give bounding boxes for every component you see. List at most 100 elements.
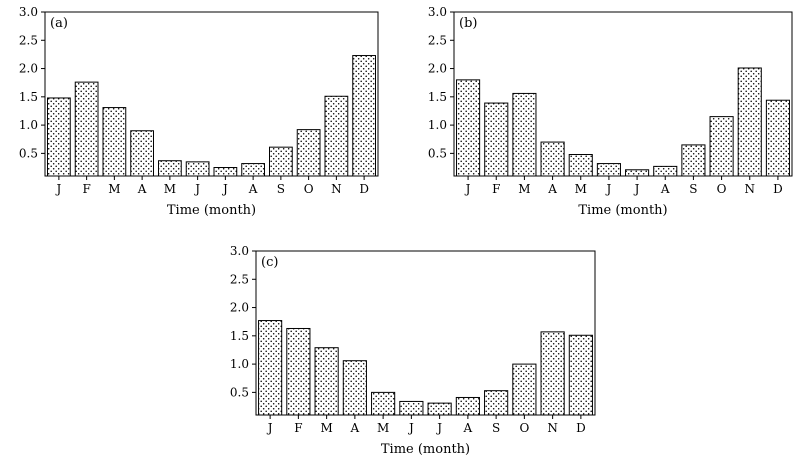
panel-a: J F M A M J J A S O N D 0.5 1.0 1.5 2.0 2.5 3.0 (a) Time …: [19, 5, 379, 218]
panel-c-bar-3: [314, 347, 339, 416]
panel-a-bar-5: [158, 160, 182, 177]
panel-b-bar-1: [456, 79, 481, 177]
panel-b-bar-6: [596, 163, 621, 177]
panel-a-bar-10: [296, 129, 321, 177]
panel-b: J F M A M J J A S O N D 0.5 1.0 1.5 2.0 2.5 3.0 (b) Time …: [428, 5, 793, 218]
panel-b-bar-7: [625, 169, 650, 177]
panel-c-x-tick-label: N: [547, 421, 558, 435]
panel-b-bar-10: [709, 116, 734, 177]
panel-c-bar-5: [371, 391, 396, 416]
panel-c-bar-11: [540, 331, 565, 416]
panel-b-x-tick-label: J: [633, 182, 640, 196]
panel-c-plot-frame: [255, 250, 596, 416]
panel-a-x-axis-label: Time (month): [167, 203, 256, 218]
panel-c-bar-7: [427, 402, 452, 416]
panel-a-bar-2: [74, 81, 99, 177]
panel-c-y-tick-label: 3.0: [230, 244, 249, 258]
panel-c-label: (c): [261, 255, 278, 270]
panel-a-bar-11: [324, 95, 349, 177]
panel-a-bar-7: [213, 167, 238, 177]
panel-a-bar-6: [185, 161, 210, 177]
panel-a-label: (a): [50, 16, 68, 31]
panel-a-y-tick-label: 1.5: [19, 90, 38, 104]
panel-a-x-tick-label: J: [221, 182, 228, 196]
panel-a-x-tick-label: O: [304, 182, 314, 196]
panel-a-x-tick-label: M: [164, 182, 176, 196]
panel-c-x-tick-label: O: [519, 421, 529, 435]
panel-b-bar-2: [484, 102, 509, 177]
panel-c-y-tick-label: 1.5: [230, 329, 249, 343]
panel-a-x-tick-label: D: [359, 182, 369, 196]
panel-a-y-tick-label: 3.0: [19, 5, 38, 19]
panel-c-x-tick-label: M: [320, 421, 332, 435]
panel-b-x-tick-label: A: [660, 182, 670, 196]
panel-b-x-tick-label: M: [518, 182, 530, 196]
panel-c-x-tick-label: J: [407, 421, 414, 435]
panel-b-bar-8: [653, 165, 678, 177]
panel-c-x-tick-label: J: [435, 421, 442, 435]
panel-a-bar-1: [47, 97, 71, 177]
panel-b-bar-4: [540, 141, 565, 177]
panel-b-ticks: J F M A M J J A S O N D 0.5 1.0 1.5 2.0 2.5 3.0: [428, 5, 783, 196]
panel-a-x-tick-label: S: [277, 182, 285, 196]
panel-b-bar-5: [568, 154, 593, 177]
panel-c-y-tick-label: 2.5: [230, 272, 249, 286]
panel-a-bar-8: [241, 163, 265, 177]
panel-a-ticks: J F M A M J J A S O N D 0.5 1.0 1.5 2.0 2.5 3.0: [19, 5, 369, 196]
panel-c-y-tick-label: 0.5: [230, 385, 249, 399]
panel-c-bar-6: [399, 400, 424, 416]
panel-b-y-tick-label: 1.5: [428, 90, 447, 104]
panel-c-y-tick-label: 2.0: [230, 301, 249, 315]
panel-b-y-tick-label: 1.0: [428, 118, 447, 132]
panel-b-y-tick-label: 2.5: [428, 33, 447, 47]
panel-a-bars: [47, 55, 376, 177]
panel-a-x-tick-label: F: [82, 182, 90, 196]
panel-a-bar-4: [130, 130, 154, 177]
panel-b-bar-9: [681, 144, 706, 177]
panel-c-x-tick-label: J: [266, 421, 273, 435]
panel-a-plot-frame: [44, 11, 379, 177]
panel-c-bar-12: [568, 334, 593, 416]
panel-b-x-tick-label: O: [717, 182, 727, 196]
panel-a-bar-12: [352, 55, 376, 177]
panel-b-bar-11: [737, 67, 762, 177]
panel-c-bars: [258, 320, 593, 416]
panel-a-y-tick-label: 2.5: [19, 33, 38, 47]
panel-c-bar-4: [342, 360, 367, 416]
panel-c-x-axis-label: Time (month): [381, 442, 470, 457]
panel-c-x-tick-label: A: [350, 421, 360, 435]
panel-b-bar-3: [512, 92, 537, 177]
panel-a-y-tick-label: 1.0: [19, 118, 38, 132]
panel-c-x-tick-label: M: [377, 421, 389, 435]
panel-b-bar-12: [765, 99, 790, 177]
panel-c-bar-1: [258, 320, 283, 416]
panel-c-bar-9: [484, 390, 509, 416]
panel-c-bar-2: [286, 327, 311, 416]
panel-a-x-tick-label: J: [54, 182, 61, 196]
panel-c-x-tick-label: D: [576, 421, 586, 435]
panel-b-x-axis-label: Time (month): [578, 203, 667, 218]
panel-c-bar-10: [512, 363, 537, 416]
panel-b-y-tick-label: 0.5: [428, 146, 447, 160]
panel-b-x-tick-label: J: [464, 182, 471, 196]
panel-b-x-tick-label: J: [605, 182, 612, 196]
panel-b-x-tick-label: M: [575, 182, 587, 196]
panel-a-x-tick-label: N: [331, 182, 342, 196]
panel-a-bar-3: [102, 107, 127, 177]
panel-a-y-tick-label: 0.5: [19, 146, 38, 160]
panel-a-bar-9: [269, 146, 293, 177]
panel-b-label: (b): [459, 16, 477, 31]
panel-b-x-tick-label: F: [492, 182, 500, 196]
panel-c-x-tick-label: A: [463, 421, 473, 435]
panel-c-ticks: J F M A M J J A S O N D 0.5 1.0 1.5 2.0 2.5 3.0: [230, 244, 586, 435]
panel-b-bars: [456, 67, 790, 177]
panel-a-x-tick-label: M: [108, 182, 120, 196]
panel-a-y-tick-label: 2.0: [19, 62, 38, 76]
panel-c-x-tick-label: S: [492, 421, 500, 435]
panel-b-x-tick-label: N: [745, 182, 756, 196]
panel-c-y-tick-label: 1.0: [230, 357, 249, 371]
panel-b-y-tick-label: 2.0: [428, 62, 447, 76]
panel-b-x-tick-label: D: [773, 182, 783, 196]
panel-a-x-tick-label: A: [137, 182, 147, 196]
